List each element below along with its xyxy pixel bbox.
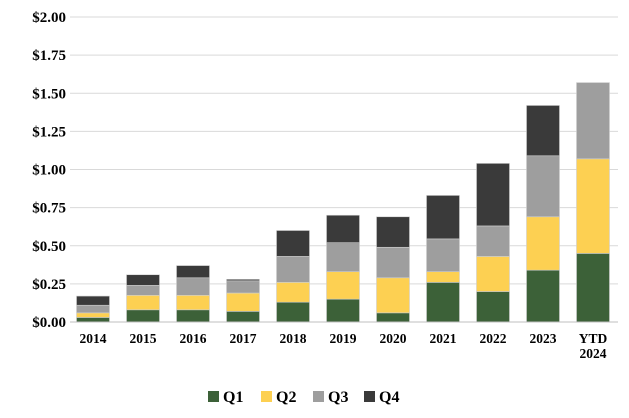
bar-q2-2018	[276, 282, 310, 303]
bar-q2-2021	[426, 271, 460, 283]
x-tick-label: 2022	[480, 331, 507, 346]
legend-item-q1: Q1	[208, 389, 243, 406]
bar-q1-2023	[526, 269, 560, 323]
x-axis-labels: 2014 2015 2016 2017 2018 2019 2020 2021 2022 2023…	[80, 331, 608, 361]
legend-item-q4: Q4	[364, 389, 399, 406]
bar-q3-2023	[526, 155, 560, 218]
y-tick-label: $0.00	[32, 315, 66, 331]
x-tick-label: 2014	[80, 331, 107, 346]
y-tick-label: $2.00	[32, 10, 66, 26]
bar-q3-2022	[476, 225, 510, 257]
bar-q1-2020	[376, 312, 410, 323]
y-tick-label: $1.00	[32, 163, 66, 179]
bar-q3-2020	[376, 246, 410, 279]
x-tick-label: YTD 2024	[579, 331, 608, 361]
legend-label: Q3	[328, 389, 348, 406]
legend-swatch	[208, 391, 219, 402]
bar-q2-2016	[176, 295, 210, 311]
y-tick-label: $1.25	[32, 124, 66, 140]
legend-swatch	[364, 391, 375, 402]
bar-q4-2014	[76, 295, 110, 306]
x-tick-label: 2015	[130, 331, 157, 346]
bar-q4-2017	[226, 278, 260, 282]
bar-q4-2020	[376, 216, 410, 248]
y-tick-label: $1.50	[32, 86, 66, 102]
legend-item-q3: Q3	[313, 389, 348, 406]
bar-q4-2018	[276, 230, 310, 257]
bar-q3-2018	[276, 256, 310, 283]
bars	[76, 82, 610, 323]
x-tick-label: 2020	[380, 331, 407, 346]
legend-label: Q1	[223, 389, 243, 406]
x-tick-label: 2018	[280, 331, 307, 346]
bar-q2-2019	[326, 271, 360, 300]
bar-q4-2015	[126, 274, 160, 286]
bar-q1-2015	[126, 309, 160, 323]
x-tick-label: 2023	[530, 331, 557, 346]
bar-q3-2016	[176, 277, 210, 296]
x-tick-label: 2019	[330, 331, 357, 346]
bar-q2-2014	[76, 312, 110, 318]
bar-q4-2021	[426, 195, 460, 240]
gridlines	[70, 16, 618, 285]
legend: Q1 Q2 Q3 Q4	[208, 389, 399, 406]
bar-q1-2022	[476, 291, 510, 323]
bar-q1-ytd-2024	[576, 253, 610, 323]
bar-q4-2016	[176, 265, 210, 279]
bar-q3-ytd-2024	[576, 82, 610, 160]
bar-q2-2017	[226, 292, 260, 312]
bar-q2-ytd-2024	[576, 158, 610, 254]
bar-q1-2019	[326, 298, 360, 323]
y-tick-label: $0.25	[32, 277, 66, 293]
legend-swatch	[261, 391, 272, 402]
x-tick-label: 2021	[430, 331, 457, 346]
bar-q1-2021	[426, 282, 460, 323]
bar-q3-2014	[76, 304, 110, 314]
bar-q2-2022	[476, 256, 510, 292]
bar-q4-2023	[526, 105, 560, 157]
bar-q3-2021	[426, 238, 460, 272]
bar-q2-2015	[126, 295, 160, 311]
legend-item-q2: Q2	[261, 389, 296, 406]
bar-q1-2016	[176, 309, 210, 323]
bar-q1-2018	[276, 301, 310, 323]
bar-q1-2014	[76, 317, 110, 323]
bar-q1-2017	[226, 311, 260, 323]
bar-q2-2023	[526, 216, 560, 271]
y-tick-label: $1.75	[32, 48, 66, 64]
legend-swatch	[313, 391, 324, 402]
legend-label: Q4	[379, 389, 399, 406]
bar-q2-2020	[376, 277, 410, 314]
bar-q3-2019	[326, 242, 360, 272]
bar-q4-2019	[326, 214, 360, 244]
x-tick-label: 2017	[230, 331, 257, 346]
bar-q3-2015	[126, 285, 160, 296]
y-tick-label: $0.75	[32, 201, 66, 217]
x-tick-label: 2016	[180, 331, 207, 346]
y-tick-label: $0.50	[32, 239, 66, 255]
bar-q3-2017	[226, 280, 260, 294]
bar-q4-2022	[476, 163, 510, 227]
y-axis-labels: $0.00 $0.25 $0.50 $0.75 $1.00 $1.25 $1.50 $1.75…	[32, 10, 66, 331]
legend-label: Q2	[276, 389, 296, 406]
